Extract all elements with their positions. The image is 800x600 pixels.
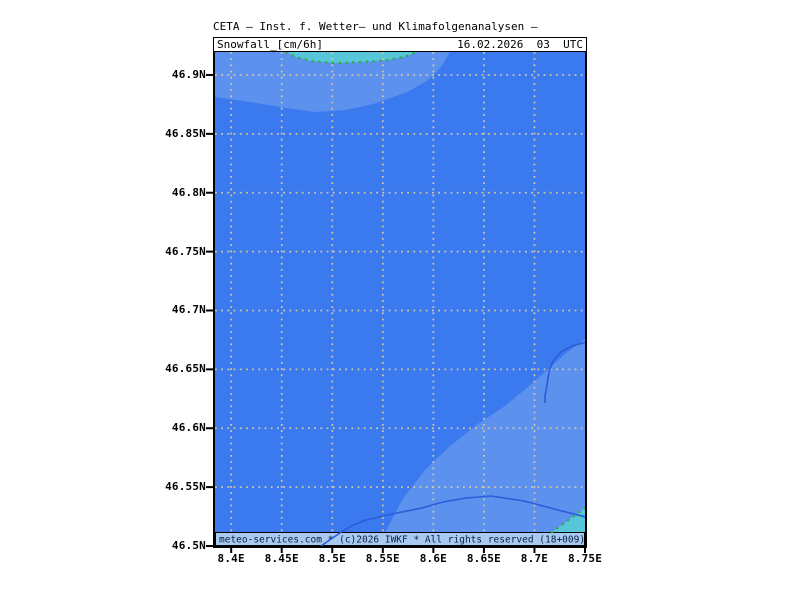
variable-label: Snowfall_[cm/6h] — [217, 38, 323, 51]
y-axis-label: 46.75N — [165, 244, 206, 258]
y-axis-label: 46.85N — [165, 126, 206, 140]
watermark-background — [215, 532, 585, 546]
x-axis-label: 8.6E — [419, 552, 447, 565]
x-axis-label: 8.45E — [264, 552, 299, 565]
green-contour-lines — [285, 52, 585, 534]
x-axis-label: 8.65E — [466, 552, 501, 565]
snowfall-fill-regions — [215, 52, 585, 546]
green-contour-top — [285, 52, 418, 65]
watermark-bar: meteo-services.com * (c)2026 IWKF * All … — [215, 532, 585, 546]
y-axis-label: 46.8N — [171, 185, 206, 199]
y-axis-label: 46.7N — [171, 303, 206, 317]
timestamp-label: 16.02.2026 03 UTC — [457, 38, 583, 51]
y-axis-label: 46.9N — [171, 67, 206, 81]
y-axis-label: 46.5N — [171, 539, 206, 552]
y-axis-label: 46.65N — [165, 362, 206, 376]
x-axis-label: 8.4E — [217, 552, 245, 565]
latlon-grid — [215, 52, 585, 546]
green-contour-corner — [550, 506, 585, 534]
y-axis-label: 46.6N — [171, 421, 206, 435]
snowband-teal-corner — [551, 507, 585, 533]
x-axis-label: 8.55E — [365, 552, 400, 565]
snowband-teal-top — [286, 52, 417, 63]
variable-timestamp-bar: Snowfall_[cm/6h] 16.02.2026 03 UTC — [213, 37, 587, 52]
figure-title: CETA — Inst. f. Wetter— und Klimafolgena… — [213, 20, 538, 33]
x-axis-label: 8.5E — [318, 552, 346, 565]
snowband-light-top — [215, 52, 450, 112]
x-axis-label: 8.7E — [520, 552, 549, 565]
river-lines — [320, 341, 585, 546]
river-bottom — [320, 495, 585, 546]
watermark-text: meteo-services.com * (c)2026 IWKF * All … — [219, 535, 585, 546]
axis-ticks — [206, 73, 586, 553]
river-right — [544, 341, 585, 403]
x-axis-label: 8.75E — [567, 552, 603, 565]
y-axis-label: 46.55N — [165, 480, 206, 494]
